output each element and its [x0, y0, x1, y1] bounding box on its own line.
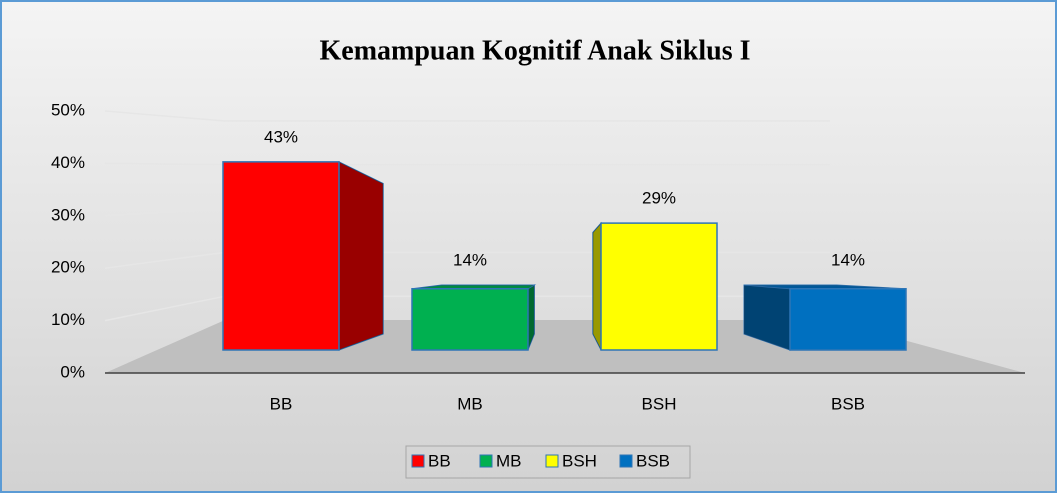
legend-swatch: [411, 454, 425, 468]
bar-side-shade: [339, 161, 384, 350]
bar: [222, 161, 340, 351]
y-tick-label: 50%: [51, 100, 85, 119]
legend-swatch: [545, 454, 559, 468]
legend-label: MB: [496, 451, 522, 470]
bar: [789, 287, 907, 351]
bar: [411, 287, 529, 351]
legend-label: BSH: [562, 451, 597, 470]
bar-side-shade: [592, 223, 601, 350]
x-tick-label: MB: [457, 394, 483, 413]
legend-swatch: [619, 454, 633, 468]
legend-swatch: [479, 454, 493, 468]
y-tick-label: 40%: [51, 153, 85, 172]
y-tick-label: 10%: [51, 310, 85, 329]
bar-side-shade: [744, 284, 790, 350]
bar: [600, 222, 718, 351]
x-tick-label: BSB: [831, 394, 865, 413]
legend-label: BSB: [636, 451, 670, 470]
data-label: 14%: [453, 250, 487, 269]
y-tick-label: 30%: [51, 205, 85, 224]
bar-side-shade: [528, 284, 535, 350]
data-label: 29%: [642, 189, 676, 208]
y-tick-label: 0%: [60, 362, 85, 381]
bar-top-shade: [744, 284, 906, 289]
legend-label: BB: [428, 451, 451, 470]
y-tick-label: 20%: [51, 258, 85, 277]
data-label: 14%: [831, 250, 865, 269]
chart-title: Kemampuan Kognitif Anak Siklus I: [319, 35, 750, 66]
legend-box: [405, 445, 691, 479]
data-label: 43%: [264, 127, 298, 146]
x-tick-label: BSH: [642, 394, 677, 413]
x-tick-label: BB: [270, 394, 293, 413]
bar-top-shade: [412, 284, 535, 289]
grid-line: [104, 110, 830, 122]
